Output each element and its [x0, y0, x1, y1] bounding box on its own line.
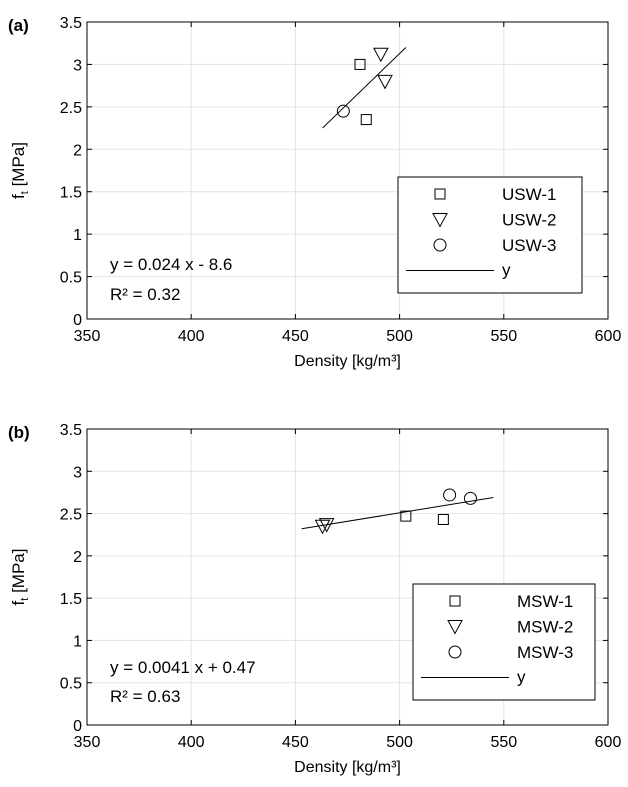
- y-tick-label: 3.5: [60, 422, 82, 439]
- legend-entry: MSW-2: [517, 618, 573, 637]
- data-point-msw-2: [318, 518, 335, 533]
- legend-box: [397, 176, 583, 294]
- legend-marker-msw-2: [447, 620, 463, 635]
- data-point-usw-1: [354, 58, 366, 70]
- data-point-usw-2: [377, 74, 393, 90]
- y-tick-label: 2.5: [60, 507, 82, 524]
- x-tick-label: 450: [282, 328, 309, 345]
- r-squared-annotation: R² = 0.63: [110, 687, 180, 706]
- x-tick-label: 500: [386, 328, 413, 345]
- legend-marker-msw-3: [448, 645, 462, 659]
- chart-panel-b: 350 400 450 500 550 600 0 0.5 1 1.5 2 2.5 3 3.5 (b) Den…: [8, 422, 621, 776]
- legend-entry: MSW-3: [517, 643, 573, 662]
- axes-box: [86, 428, 609, 726]
- y-tick-label: 1.5: [60, 591, 82, 608]
- x-tick-label: 500: [386, 734, 413, 751]
- fit-line: [301, 497, 494, 530]
- y-tick-label: 1: [73, 227, 82, 244]
- equation-annotation: y = 0.024 x - 8.6: [110, 255, 232, 274]
- legend-marker-usw-1: [434, 188, 446, 200]
- legend-entry: MSW-1: [517, 592, 573, 611]
- x-tick-label: 350: [74, 328, 101, 345]
- panel-label: (a): [8, 16, 29, 35]
- y-tick-label: 3: [73, 57, 82, 74]
- x-tick-label: 450: [282, 734, 309, 751]
- x-tick-label: 400: [178, 328, 205, 345]
- y-tick-label: 2.5: [60, 100, 82, 117]
- x-tick-label: 400: [178, 734, 205, 751]
- y-tick-label: 0.5: [60, 676, 82, 693]
- x-tick-label: 550: [490, 734, 517, 751]
- y-tick-label: 0.5: [60, 270, 82, 287]
- panel-label: (b): [8, 423, 30, 442]
- axes-box: [86, 21, 609, 320]
- legend-entry: y: [517, 668, 526, 687]
- legend-marker-msw-1: [449, 595, 461, 607]
- y-tick-label: 0: [73, 718, 82, 735]
- y-tick-label: 1.5: [60, 185, 82, 202]
- x-tick-label: 550: [490, 328, 517, 345]
- data-point-usw-1: [360, 114, 372, 126]
- y-tick-label: 3: [73, 464, 82, 481]
- y-tick-label: 0: [73, 312, 82, 329]
- y-axis-label: ft [MPa]: [9, 142, 31, 199]
- y-tick-label: 2: [73, 142, 82, 159]
- data-point-usw-2: [373, 47, 389, 63]
- r-squared-annotation: R² = 0.32: [110, 285, 180, 304]
- x-axis-label: Density [kg/m³]: [294, 759, 401, 776]
- legend-entry: USW-3: [502, 236, 556, 255]
- data-point-usw-3: [336, 104, 350, 118]
- data-point-msw-3: [443, 488, 457, 502]
- y-tick-label: 1: [73, 633, 82, 650]
- legend-entry: y: [502, 261, 511, 280]
- x-tick-label: 600: [595, 734, 622, 751]
- legend-entry: USW-2: [502, 211, 556, 230]
- legend-box: [412, 583, 596, 701]
- data-point-msw-3: [463, 491, 477, 505]
- legend-marker-usw-3: [433, 238, 447, 252]
- data-point-msw-1: [400, 510, 412, 522]
- data-point-msw-2: [314, 519, 331, 535]
- y-tick-label: 2: [73, 549, 82, 566]
- x-axis-label: Density [kg/m³]: [294, 353, 401, 370]
- fit-line: [322, 47, 407, 129]
- data-point-msw-1: [437, 513, 449, 525]
- y-tick-label: 3.5: [60, 15, 82, 32]
- chart-panel-a: 350 400 450 500 550 600 0 0.5 1 1.5 2 2.5 3 3.5 (a) Den…: [8, 15, 621, 370]
- y-axis-label: ft [MPa]: [9, 549, 31, 606]
- x-tick-label: 350: [74, 734, 101, 751]
- legend-marker-usw-2: [432, 213, 448, 228]
- equation-annotation: y = 0.0041 x + 0.47: [110, 658, 256, 677]
- legend-entry: USW-1: [502, 185, 556, 204]
- x-tick-label: 600: [595, 328, 622, 345]
